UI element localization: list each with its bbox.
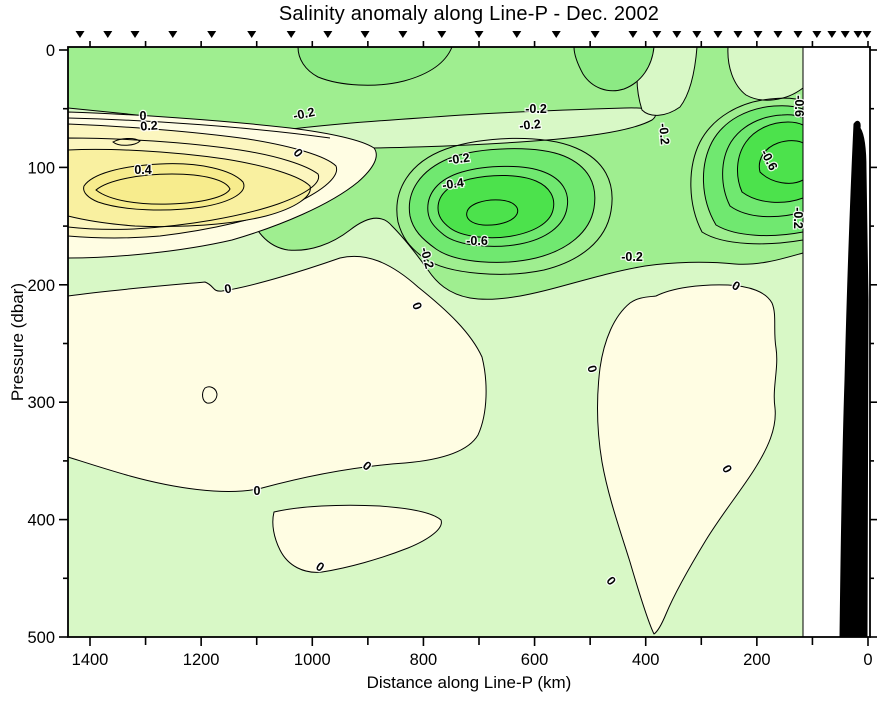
x-tick-label: 1200 [183, 651, 220, 669]
station-marker-icon [793, 31, 803, 38]
contour-line [67, 137, 320, 230]
contour-region [202, 386, 218, 404]
contour-label: -0.2 [791, 207, 805, 229]
contour-label: 0 [223, 281, 232, 296]
station-marker-icon [130, 31, 140, 38]
station-marker-icon [827, 31, 837, 38]
station-marker-icon [713, 31, 723, 38]
station-marker-icon [551, 31, 561, 38]
contour-label: -0.2 [656, 123, 672, 146]
station-marker-icon [853, 31, 863, 38]
station-marker-icon [247, 31, 257, 38]
station-marker-icon [75, 31, 85, 38]
contour-region [737, 121, 804, 203]
station-marker-icon [168, 31, 178, 38]
contour-region [437, 174, 555, 239]
y-tick-label: 300 [27, 394, 55, 412]
y-tick-label: 100 [27, 159, 55, 177]
station-marker-icon [812, 31, 822, 38]
x-tick-label: 1400 [72, 651, 109, 669]
x-axis-title: Distance along Line-P (km) [366, 673, 572, 692]
contour-label: -0.6 [466, 234, 488, 248]
contour-region [83, 163, 245, 211]
contour-line [466, 199, 519, 226]
station-marker-icon [398, 31, 408, 38]
contour-line [722, 114, 804, 218]
contour-label: -0.2 [447, 151, 470, 168]
station-marker-icon [628, 31, 638, 38]
x-tick-label: 200 [743, 651, 771, 669]
station-marker-icon [512, 31, 522, 38]
land-mass [839, 120, 869, 638]
station-marker-icon [733, 31, 743, 38]
x-tick-label: 400 [632, 651, 660, 669]
station-marker-icon [360, 31, 370, 38]
contour-region [67, 255, 487, 492]
station-marker-icon [840, 31, 850, 38]
contour-label: -0.2 [292, 105, 316, 123]
x-tick-label: 600 [521, 651, 549, 669]
contour-region [597, 284, 778, 635]
contour-label: -0.6 [792, 95, 806, 117]
contour-region [573, 46, 655, 92]
plot-frame [67, 46, 871, 638]
station-marker-icon [692, 31, 702, 38]
station-marker-icon [323, 31, 333, 38]
contour-label: -0.4 [441, 176, 464, 193]
contour-region [272, 504, 442, 573]
contour-label: 0 [140, 109, 147, 123]
y-tick-label: 400 [27, 512, 55, 530]
contour-label: -0.2 [525, 102, 547, 116]
contour-line [758, 140, 804, 184]
station-marker-icon [103, 31, 113, 38]
station-marker-icon [207, 31, 217, 38]
contour-region [297, 46, 453, 86]
contour-line [690, 97, 804, 245]
contour-label: -0.2 [621, 250, 643, 264]
contour-label: 0.4 [134, 163, 151, 177]
station-marker-icon [862, 31, 872, 38]
station-marker-icon [437, 31, 447, 38]
contour-label: 0.2 [140, 118, 158, 133]
contour-label: 0 [254, 484, 261, 498]
contour-line [427, 165, 569, 247]
y-tick-label: 500 [27, 629, 55, 647]
x-tick-label: 1000 [294, 651, 331, 669]
station-marker-icon [773, 31, 783, 38]
chart-title: Salinity anomaly along Line-P - Dec. 200… [278, 3, 660, 25]
contour-line [112, 138, 141, 146]
station-marker-icon [753, 31, 763, 38]
contour-line [67, 117, 331, 139]
station-marker-icon [474, 31, 484, 38]
y-tick-label: 200 [27, 277, 55, 295]
station-marker-icon [590, 31, 600, 38]
station-marker-icon [652, 31, 662, 38]
contour-region [727, 46, 804, 101]
contour-line [396, 137, 613, 275]
station-marker-icon [286, 31, 296, 38]
contour-line [95, 173, 231, 205]
y-tick-label: 0 [46, 42, 55, 60]
contour-label: -0.2 [417, 246, 436, 270]
x-tick-label: 0 [863, 651, 872, 669]
x-tick-label: 800 [410, 651, 438, 669]
station-marker-icon [672, 31, 682, 38]
contour-label: -0.2 [519, 117, 542, 133]
